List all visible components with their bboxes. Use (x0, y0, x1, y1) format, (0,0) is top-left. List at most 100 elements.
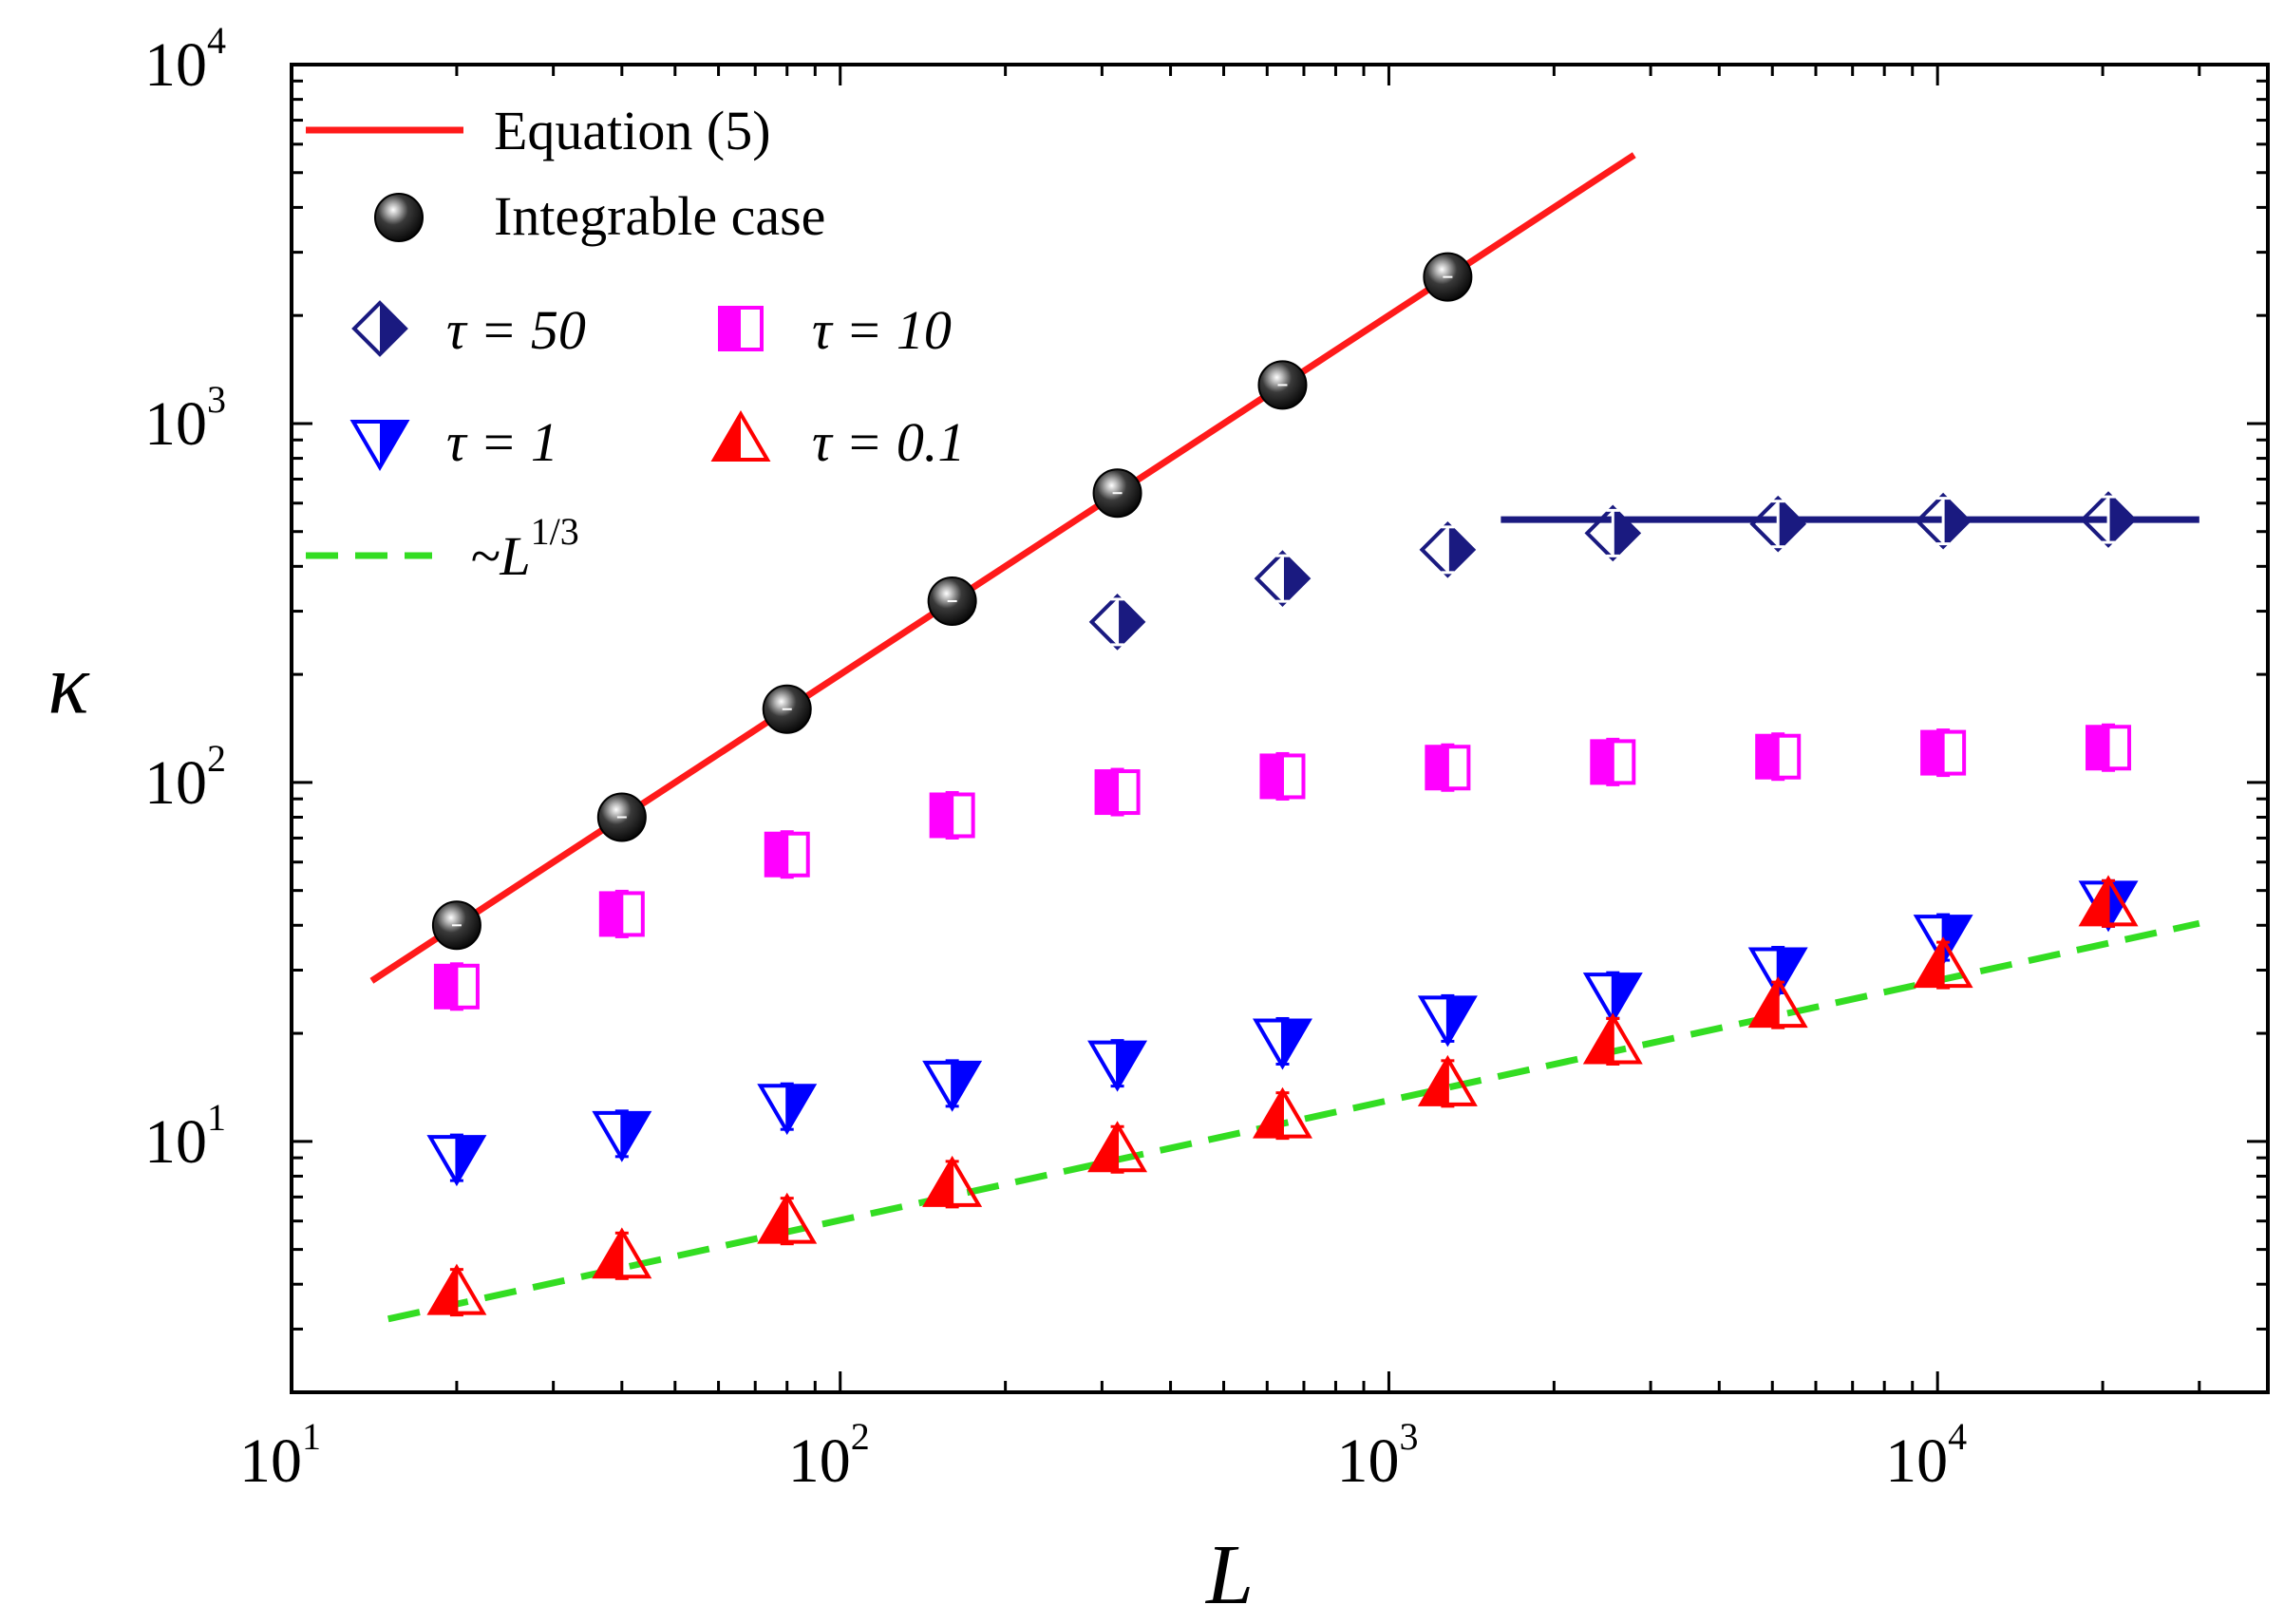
data-point (2087, 727, 2109, 769)
data-point-group (426, 1133, 487, 1187)
data-point (1447, 523, 1474, 576)
data-point-group (1254, 550, 1312, 607)
x-axis-title: L (1204, 1528, 1254, 1622)
x-tick-exponent: 2 (851, 1415, 870, 1458)
data-point-outline (1254, 550, 1312, 607)
y-tick-base: 10 (144, 748, 207, 818)
data-point-outline (1419, 521, 1477, 578)
x-tick-label: 104 (1885, 1415, 1967, 1496)
data-markers (426, 252, 2139, 1317)
data-point (1096, 771, 1118, 814)
data-point-group (1749, 495, 1807, 553)
data-point-group (922, 1155, 983, 1209)
data-point-group (1087, 1039, 1148, 1092)
legend-power-exponent: 1/3 (531, 510, 579, 553)
series-line (387, 919, 2200, 1323)
x-tick-exponent: 4 (1948, 1415, 1967, 1458)
x-tick-label: 103 (1336, 1415, 1418, 1496)
data-point-group (1755, 732, 1802, 782)
data-point (2108, 494, 2135, 546)
y-tick-exponent: 4 (207, 19, 226, 62)
y-tick-base: 10 (144, 30, 207, 100)
data-point-group (2086, 723, 2132, 772)
data-point (765, 833, 787, 876)
data-point-group (764, 830, 810, 879)
data-point-outline (718, 306, 764, 351)
x-tick-base: 10 (1885, 1426, 1948, 1496)
data-point-outline (1584, 504, 1642, 562)
data-point (1261, 755, 1283, 798)
data-point-group (1417, 1054, 1478, 1108)
data-point (1117, 595, 1143, 648)
data-point-group (927, 576, 977, 626)
data-point-group (1584, 504, 1642, 562)
data-point-group (757, 1192, 818, 1246)
data-point-group (1419, 521, 1477, 578)
data-point-group (426, 1263, 487, 1317)
series-integrable-case (431, 252, 1473, 951)
data-point (1426, 746, 1448, 789)
data-point-group (1582, 1012, 1643, 1066)
legend-power-prefix: ~L (470, 525, 531, 587)
legend-integrable-label: Integrable case (494, 185, 825, 247)
x-tick-label: 102 (788, 1415, 870, 1496)
data-point (931, 794, 953, 837)
data-point (1613, 507, 1639, 559)
legend-tau1-label: τ = 1 (446, 411, 558, 473)
data-point-outline (1749, 495, 1807, 553)
y-axis-title: κ (47, 638, 90, 732)
data-point (1778, 498, 1804, 550)
plot-frame (290, 63, 2270, 1394)
series-line (369, 152, 1636, 984)
data-point-group (1913, 936, 1973, 990)
data-point (380, 303, 406, 354)
data-point-group (922, 1059, 983, 1112)
y-tick-label: 104 (144, 19, 226, 100)
data-point (600, 893, 622, 935)
data-point (720, 308, 741, 349)
data-point-group (1257, 360, 1308, 410)
data-point-group (1423, 252, 1473, 302)
data-point-group (1092, 468, 1142, 519)
data-point-outline (349, 420, 410, 471)
legend-tau10-label: τ = 10 (812, 299, 952, 361)
legend-tau50-marker (351, 300, 408, 357)
data-point (1922, 731, 1944, 774)
data-point-group (1259, 751, 1306, 801)
data-point-outline (351, 300, 408, 357)
legend-tau1-marker (349, 420, 410, 471)
legend-tau01-marker (710, 410, 771, 462)
y-tick-exponent: 3 (207, 378, 226, 421)
series--0-1 (426, 875, 2139, 1317)
data-point (374, 193, 424, 242)
data-point-group (2080, 491, 2137, 548)
data-point-group (1747, 976, 1808, 1029)
series--50 (1088, 491, 2137, 651)
y-tick-label: 101 (144, 1096, 226, 1177)
legend-tau10-marker (718, 306, 764, 351)
data-point (1757, 735, 1779, 778)
data-point (435, 965, 457, 1008)
data-point-group (1417, 993, 1478, 1048)
legend-integrable-marker (374, 193, 424, 242)
series--1 (426, 878, 2139, 1187)
data-point-group (1087, 1121, 1148, 1174)
x-tick-base: 10 (239, 1426, 302, 1496)
y-tick-base: 10 (144, 389, 207, 459)
y-tick-label: 103 (144, 378, 226, 459)
x-tick-exponent: 3 (1399, 1415, 1418, 1458)
legend-tau50-label: τ = 50 (446, 299, 586, 361)
x-tick-base: 10 (1336, 1426, 1399, 1496)
data-point-group (592, 1227, 652, 1280)
data-point-group (1590, 737, 1636, 786)
x-tick-base: 10 (788, 1426, 851, 1496)
legend-equation-label: Equation (5) (494, 100, 771, 161)
data-point-outline (1915, 492, 1972, 550)
data-point-group (1094, 767, 1141, 817)
data-point-outline (1088, 594, 1146, 651)
data-point-group (762, 684, 812, 734)
series--10 (433, 723, 2132, 1011)
axis-ticks (290, 63, 2270, 1394)
